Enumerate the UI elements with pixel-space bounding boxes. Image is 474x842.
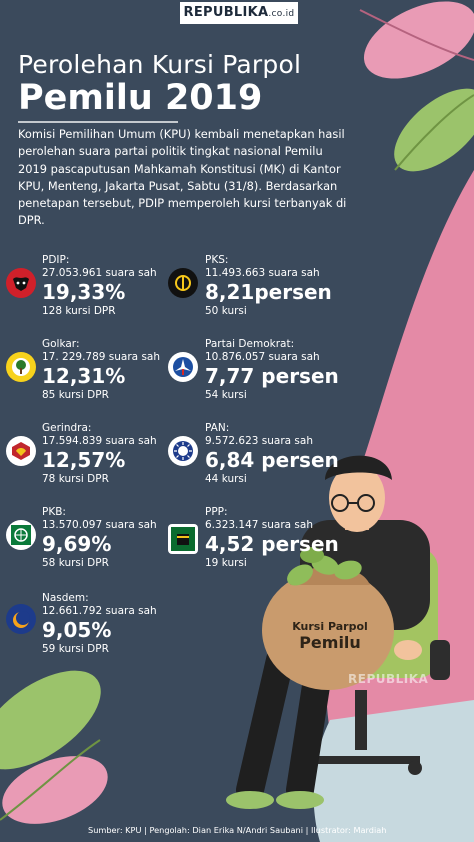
party-item-pdip: PDIP: 27.053.961 suara sah 19,33% 128 ku… — [42, 254, 242, 318]
crescent-pair-icon — [168, 268, 198, 298]
party-percent: 12,31% — [42, 364, 126, 388]
party-seats: 44 kursi — [205, 473, 247, 485]
sun-icon — [168, 436, 198, 466]
party-votes: 10.876.057 suara sah — [205, 351, 320, 363]
light-blue-shape — [313, 700, 474, 842]
party-votes: 17. 229.789 suara sah — [42, 351, 161, 363]
garuda-icon — [6, 436, 36, 466]
party-name: PKB: — [42, 506, 66, 518]
party-percent: 8,21persen — [205, 280, 332, 304]
party-seats: 58 kursi DPR — [42, 557, 109, 569]
intro-paragraph: Komisi Pemilihan Umum (KPU) kembali mene… — [18, 127, 347, 228]
party-seats: 59 kursi DPR — [42, 643, 109, 655]
party-percent: 4,52 persen — [205, 532, 339, 556]
party-votes: 6.323.147 suara sah — [205, 519, 313, 531]
sack-label-line2: Pemilu — [299, 633, 361, 652]
kaaba-icon — [168, 524, 198, 554]
party-item-nasdem: Nasdem: 12.661.792 suara sah 9,05% 59 ku… — [42, 592, 242, 656]
source-credits: Sumber: KPU | Pengolah: Dian Erika N/And… — [88, 825, 387, 835]
sack-label: Kursi Parpol Pemilu — [280, 620, 380, 652]
party-name: PDIP: — [42, 254, 70, 266]
party-item-demokrat: Partai Demokrat: 10.876.057 suara sah 7,… — [205, 338, 405, 402]
party-name: Partai Demokrat: — [205, 338, 295, 350]
top-right-leaves — [359, 1, 474, 172]
party-percent: 9,69% — [42, 532, 112, 556]
title-divider — [18, 121, 178, 123]
party-percent: 9,05% — [42, 618, 112, 642]
party-name: PAN: — [205, 422, 230, 434]
brand-name: REPUBLIKA — [183, 5, 269, 20]
party-percent: 6,84 persen — [205, 448, 339, 472]
party-percent: 19,33% — [42, 280, 126, 304]
party-seats: 54 kursi — [205, 389, 247, 401]
brand-domain: .co.id — [268, 9, 295, 19]
party-percent: 7,77 persen — [205, 364, 339, 388]
party-votes: 27.053.961 suara sah — [42, 267, 157, 279]
party-votes: 11.493.663 suara sah — [205, 267, 320, 279]
party-name: Golkar: — [42, 338, 80, 350]
title-line-1: Perolehan Kursi Parpol — [18, 50, 302, 79]
party-percent: 12,57% — [42, 448, 126, 472]
party-name: Gerindra: — [42, 422, 92, 434]
banyan-tree-icon — [6, 352, 36, 382]
party-name: PKS: — [205, 254, 229, 266]
watermark: REPUBLIKA — [348, 672, 429, 686]
sack-illustration — [262, 547, 394, 690]
bull-icon — [6, 268, 36, 298]
party-name: Nasdem: — [42, 592, 89, 604]
crescent-icon — [6, 604, 36, 634]
party-votes: 13.570.097 suara sah — [42, 519, 157, 531]
party-item-pan: PAN: 9.572.623 suara sah 6,84 persen 44 … — [205, 422, 405, 486]
party-item-golkar: Golkar: 17. 229.789 suara sah 12,31% 85 … — [42, 338, 242, 402]
party-seats: 78 kursi DPR — [42, 473, 109, 485]
mercy-star-icon — [168, 352, 198, 382]
globe-stars-icon — [6, 520, 36, 550]
party-seats: 19 kursi — [205, 557, 247, 569]
title-line-2: Pemilu 2019 — [18, 78, 263, 118]
brand-logo: REPUBLIKA.co.id — [180, 2, 298, 24]
party-item-pkb: PKB: 13.570.097 suara sah 9,69% 58 kursi… — [42, 506, 242, 570]
party-name: PPP: — [205, 506, 228, 518]
party-seats: 50 kursi — [205, 305, 247, 317]
party-seats: 128 kursi DPR — [42, 305, 116, 317]
party-item-pks: PKS: 11.493.663 suara sah 8,21persen 50 … — [205, 254, 405, 318]
sack-label-line1: Kursi Parpol — [292, 620, 368, 633]
party-votes: 17.594.839 suara sah — [42, 435, 157, 447]
party-item-gerindra: Gerindra: 17.594.839 suara sah 12,57% 78… — [42, 422, 242, 486]
party-votes: 9.572.623 suara sah — [205, 435, 313, 447]
party-votes: 12.661.792 suara sah — [42, 605, 157, 617]
party-seats: 85 kursi DPR — [42, 389, 109, 401]
bottom-left-leaves — [0, 670, 108, 824]
party-item-ppp: PPP: 6.323.147 suara sah 4,52 persen 19 … — [205, 506, 405, 570]
